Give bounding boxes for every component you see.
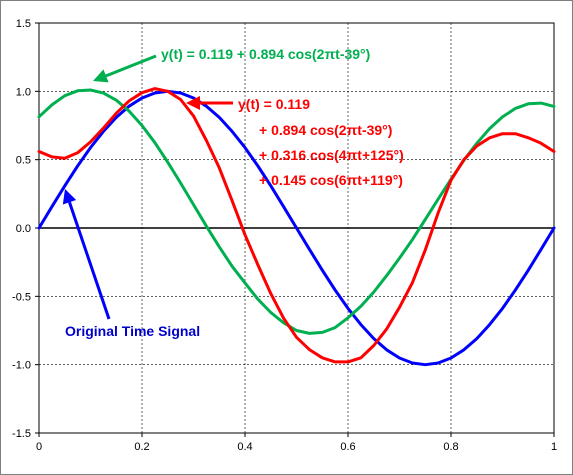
x-tick-label: 0.6 [340,441,355,453]
x-tick-label: 0.4 [237,441,252,453]
red-arrow-head [186,96,200,110]
y-tick-label: 1.0 [16,86,31,98]
red-equation-line-3: + 0.316 cos(4πt+125°) [259,147,404,163]
x-tick-label: 0.8 [443,441,458,453]
y-tick-label: -1.0 [12,360,31,372]
blue-signal-label: Original Time Signal [65,323,200,339]
green-arrow-head [93,69,109,83]
blue-arrow-shaft [68,201,111,320]
green-equation-label: y(t) = 0.119 + 0.894 cos(2πt-39°) [161,46,370,62]
series-group [37,87,556,367]
red-equation-line-2: + 0.894 cos(2πt-39°) [259,122,392,138]
x-tick-label: 1 [551,441,557,453]
y-tick-label: 1.5 [16,18,31,30]
blue-arrow-head [62,189,77,205]
y-tick-label: -0.5 [12,291,31,303]
red-equation-line-1: y(t) = 0.119 [238,96,310,112]
annotation-arrows [62,54,233,320]
red-equation-line-4: + 0.145 cos(6πt+119°) [259,172,403,188]
y-tick-label: -1.5 [12,428,31,440]
x-tick-label: 0.2 [134,441,149,453]
y-tick-label: 0.5 [16,155,31,167]
red-three-term-fit-line [37,87,556,364]
blue-original-signal-line [37,89,556,367]
axes-ticks [35,22,555,437]
x-tick-label: 0 [36,441,42,453]
y-tick-label: 0.0 [16,223,31,235]
green-arrow-shaft [105,54,157,78]
